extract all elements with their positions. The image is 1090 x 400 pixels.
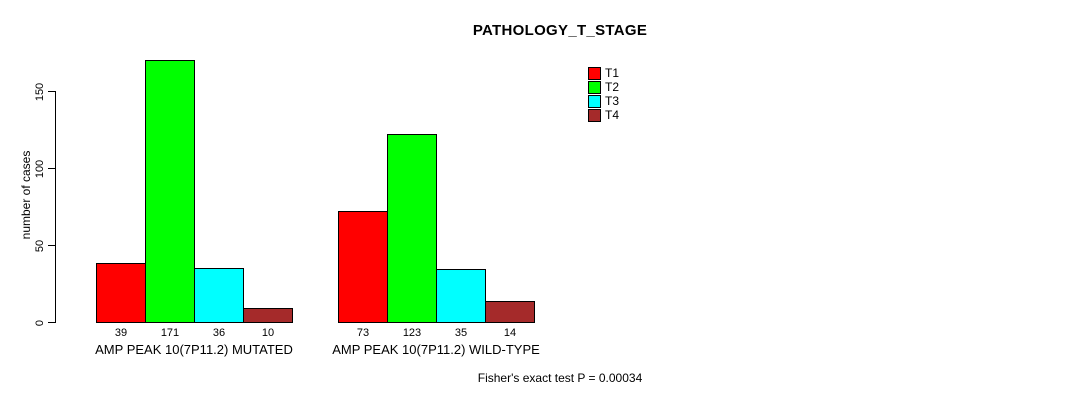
bar-value-label: 73 — [356, 327, 370, 339]
legend-item-t4: T4 — [588, 108, 619, 122]
legend-swatch-t3 — [588, 94, 601, 108]
bar-value-label: 36 — [212, 327, 226, 339]
legend-swatch-t4 — [588, 108, 601, 122]
legend-label: T4 — [605, 107, 620, 122]
x-category-label: AMP PEAK 10(7P11.2) MUTATED — [95, 342, 293, 357]
y-axis-tick-label: 0 — [34, 319, 46, 326]
legend-label: T3 — [605, 93, 620, 108]
y-axis-tick-label: 50 — [34, 239, 46, 252]
y-axis-tick — [48, 245, 56, 246]
y-axis-tick — [48, 91, 56, 92]
y-axis-tick — [48, 168, 56, 169]
bar-value-label: 10 — [261, 327, 275, 339]
bar-value-label: 39 — [114, 327, 128, 339]
y-axis-tick-label: 100 — [34, 159, 46, 178]
fisher-test-annotation: Fisher's exact test P = 0.00034 — [477, 371, 643, 385]
bar-t4-group2 — [485, 301, 535, 323]
bar-t2-group2 — [387, 134, 437, 323]
y-axis-tick — [48, 322, 56, 323]
bar-t2-group1 — [145, 60, 195, 323]
legend-item-t2: T2 — [588, 80, 619, 94]
legend-label: T2 — [605, 79, 620, 94]
bar-t4-group1 — [243, 308, 293, 323]
bar-value-label: 14 — [503, 327, 517, 339]
legend: T1 T2 T3 T4 — [588, 66, 619, 122]
y-axis-line — [55, 91, 56, 323]
legend-swatch-t2 — [588, 80, 601, 94]
legend-item-t3: T3 — [588, 94, 619, 108]
bar-t3-group1 — [194, 268, 244, 323]
chart-title: PATHOLOGY_T_STAGE — [472, 22, 648, 39]
bar-value-label: 171 — [160, 327, 180, 339]
bar-t3-group2 — [436, 269, 486, 323]
bar-t1-group1 — [96, 263, 146, 323]
legend-item-t1: T1 — [588, 66, 619, 80]
bar-value-label: 35 — [454, 327, 468, 339]
x-category-label: AMP PEAK 10(7P11.2) WILD-TYPE — [332, 342, 540, 357]
bar-value-label: 123 — [402, 327, 422, 339]
legend-swatch-t1 — [588, 66, 601, 80]
legend-label: T1 — [605, 65, 620, 80]
bar-t1-group2 — [338, 211, 388, 323]
y-axis-tick-label: 150 — [34, 82, 46, 101]
y-axis-title: number of cases — [19, 150, 33, 240]
